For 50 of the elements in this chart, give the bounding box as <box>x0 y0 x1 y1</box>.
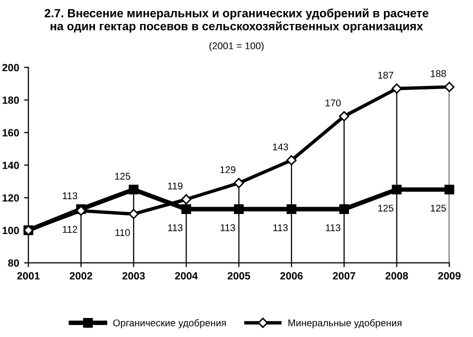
data-label: 113 <box>62 192 78 200</box>
point <box>286 204 296 214</box>
data-label: 113 <box>168 224 182 232</box>
y-tick-label: 200 <box>2 64 19 72</box>
data-label: 188 <box>430 70 446 78</box>
y-tick-label: 80 <box>8 259 19 267</box>
data-label: 125 <box>378 204 394 212</box>
point <box>444 82 454 92</box>
x-tick-label: 2003 <box>122 272 145 280</box>
point <box>339 204 349 214</box>
data-label: 113 <box>273 224 288 232</box>
legend-label: Минеральные удобрения <box>288 319 402 328</box>
x-tick-label: 2006 <box>280 272 303 280</box>
point <box>234 204 244 214</box>
x-tick-label: 2002 <box>70 272 92 280</box>
point <box>181 194 192 204</box>
data-label: 125 <box>115 172 130 180</box>
data-label: 113 <box>220 224 236 232</box>
chart-title: 2.7. Внесение минеральных и органических удобрений в расчете на один гектар посевов в сельскохозяйственных организациях <box>44 8 428 33</box>
data-label: 112 <box>62 226 78 233</box>
point <box>392 184 402 194</box>
y-tick-label: 100 <box>2 226 19 234</box>
point <box>392 83 402 94</box>
data-label: 119 <box>168 182 182 190</box>
point <box>234 178 244 188</box>
data-label: 110 <box>116 229 130 236</box>
data-label: 125 <box>430 204 446 212</box>
data-label: 187 <box>378 72 394 79</box>
point <box>181 204 192 214</box>
x-tick-label: 2007 <box>332 272 356 280</box>
y-tick-label: 140 <box>2 162 19 170</box>
chart-subtitle: (2001 = 100) <box>209 42 264 52</box>
legend-label: Органические удобрения <box>113 319 226 328</box>
point <box>338 111 350 122</box>
x-tick-label: 2004 <box>175 272 198 280</box>
data-label: 129 <box>220 166 236 174</box>
point <box>128 208 139 220</box>
point <box>128 184 138 194</box>
data-label: 170 <box>326 99 341 106</box>
x-tick-label: 2005 <box>228 272 250 280</box>
point <box>286 155 297 166</box>
y-tick-label: 160 <box>2 129 19 136</box>
x-tick-label: 2009 <box>438 272 461 280</box>
point <box>444 184 454 194</box>
data-label: 143 <box>273 143 288 150</box>
y-tick-label: 180 <box>2 96 19 104</box>
x-tick-label: 2008 <box>386 272 408 280</box>
y-tick-label: 120 <box>2 194 19 202</box>
data-label: 113 <box>326 224 340 232</box>
x-tick-label: 2001 <box>17 272 40 280</box>
